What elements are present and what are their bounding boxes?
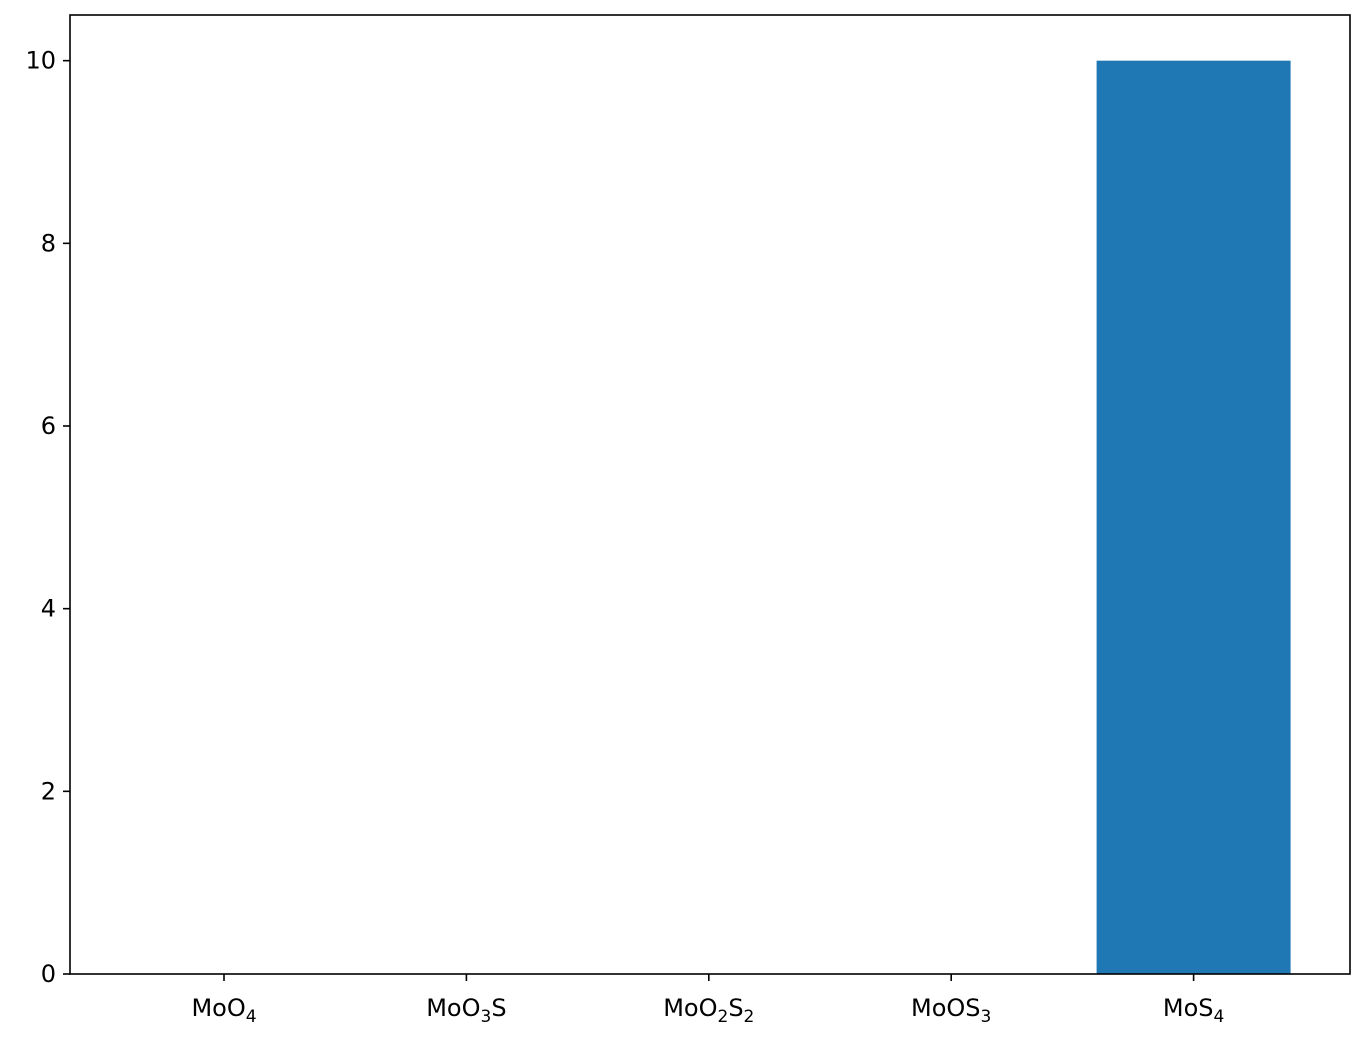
label-text: MoS [1163, 994, 1214, 1022]
label-subscript: 2 [744, 1007, 755, 1027]
x-axis: MoO4 MoO3S MoO2S2 MoOS3 MoS4 [191, 974, 1224, 1027]
label-subscript: 3 [981, 1007, 992, 1027]
x-category-label: MoO3S [426, 994, 506, 1027]
label-text: S [728, 994, 743, 1022]
y-tick-label: 8 [41, 229, 56, 257]
label-text: S [491, 994, 506, 1022]
label-subscript: 2 [717, 1007, 728, 1027]
label-subscript: 4 [1213, 1007, 1224, 1027]
bar [1096, 60, 1291, 974]
label-subscript: 4 [246, 1007, 257, 1027]
x-category-label: MoO2S2 [663, 994, 754, 1027]
plot-frame [69, 14, 1351, 975]
y-tick-label: 6 [41, 412, 56, 440]
y-axis: 0 2 4 6 8 10 [25, 47, 70, 988]
label-text: MoO [426, 994, 480, 1022]
label-text: MoO [191, 994, 245, 1022]
y-tick-label: 4 [41, 595, 56, 623]
x-category-label: MoS4 [1163, 994, 1224, 1027]
y-tick-label: 0 [41, 960, 56, 988]
x-category-label: MoO4 [191, 994, 256, 1027]
y-tick-label: 10 [25, 47, 56, 75]
x-category-label: MoOS3 [911, 994, 991, 1027]
y-tick-label: 2 [41, 777, 56, 805]
label-subscript: 3 [481, 1007, 492, 1027]
label-text: MoOS [911, 994, 981, 1022]
label-text: MoO [663, 994, 717, 1022]
bars-layer [1096, 60, 1291, 974]
